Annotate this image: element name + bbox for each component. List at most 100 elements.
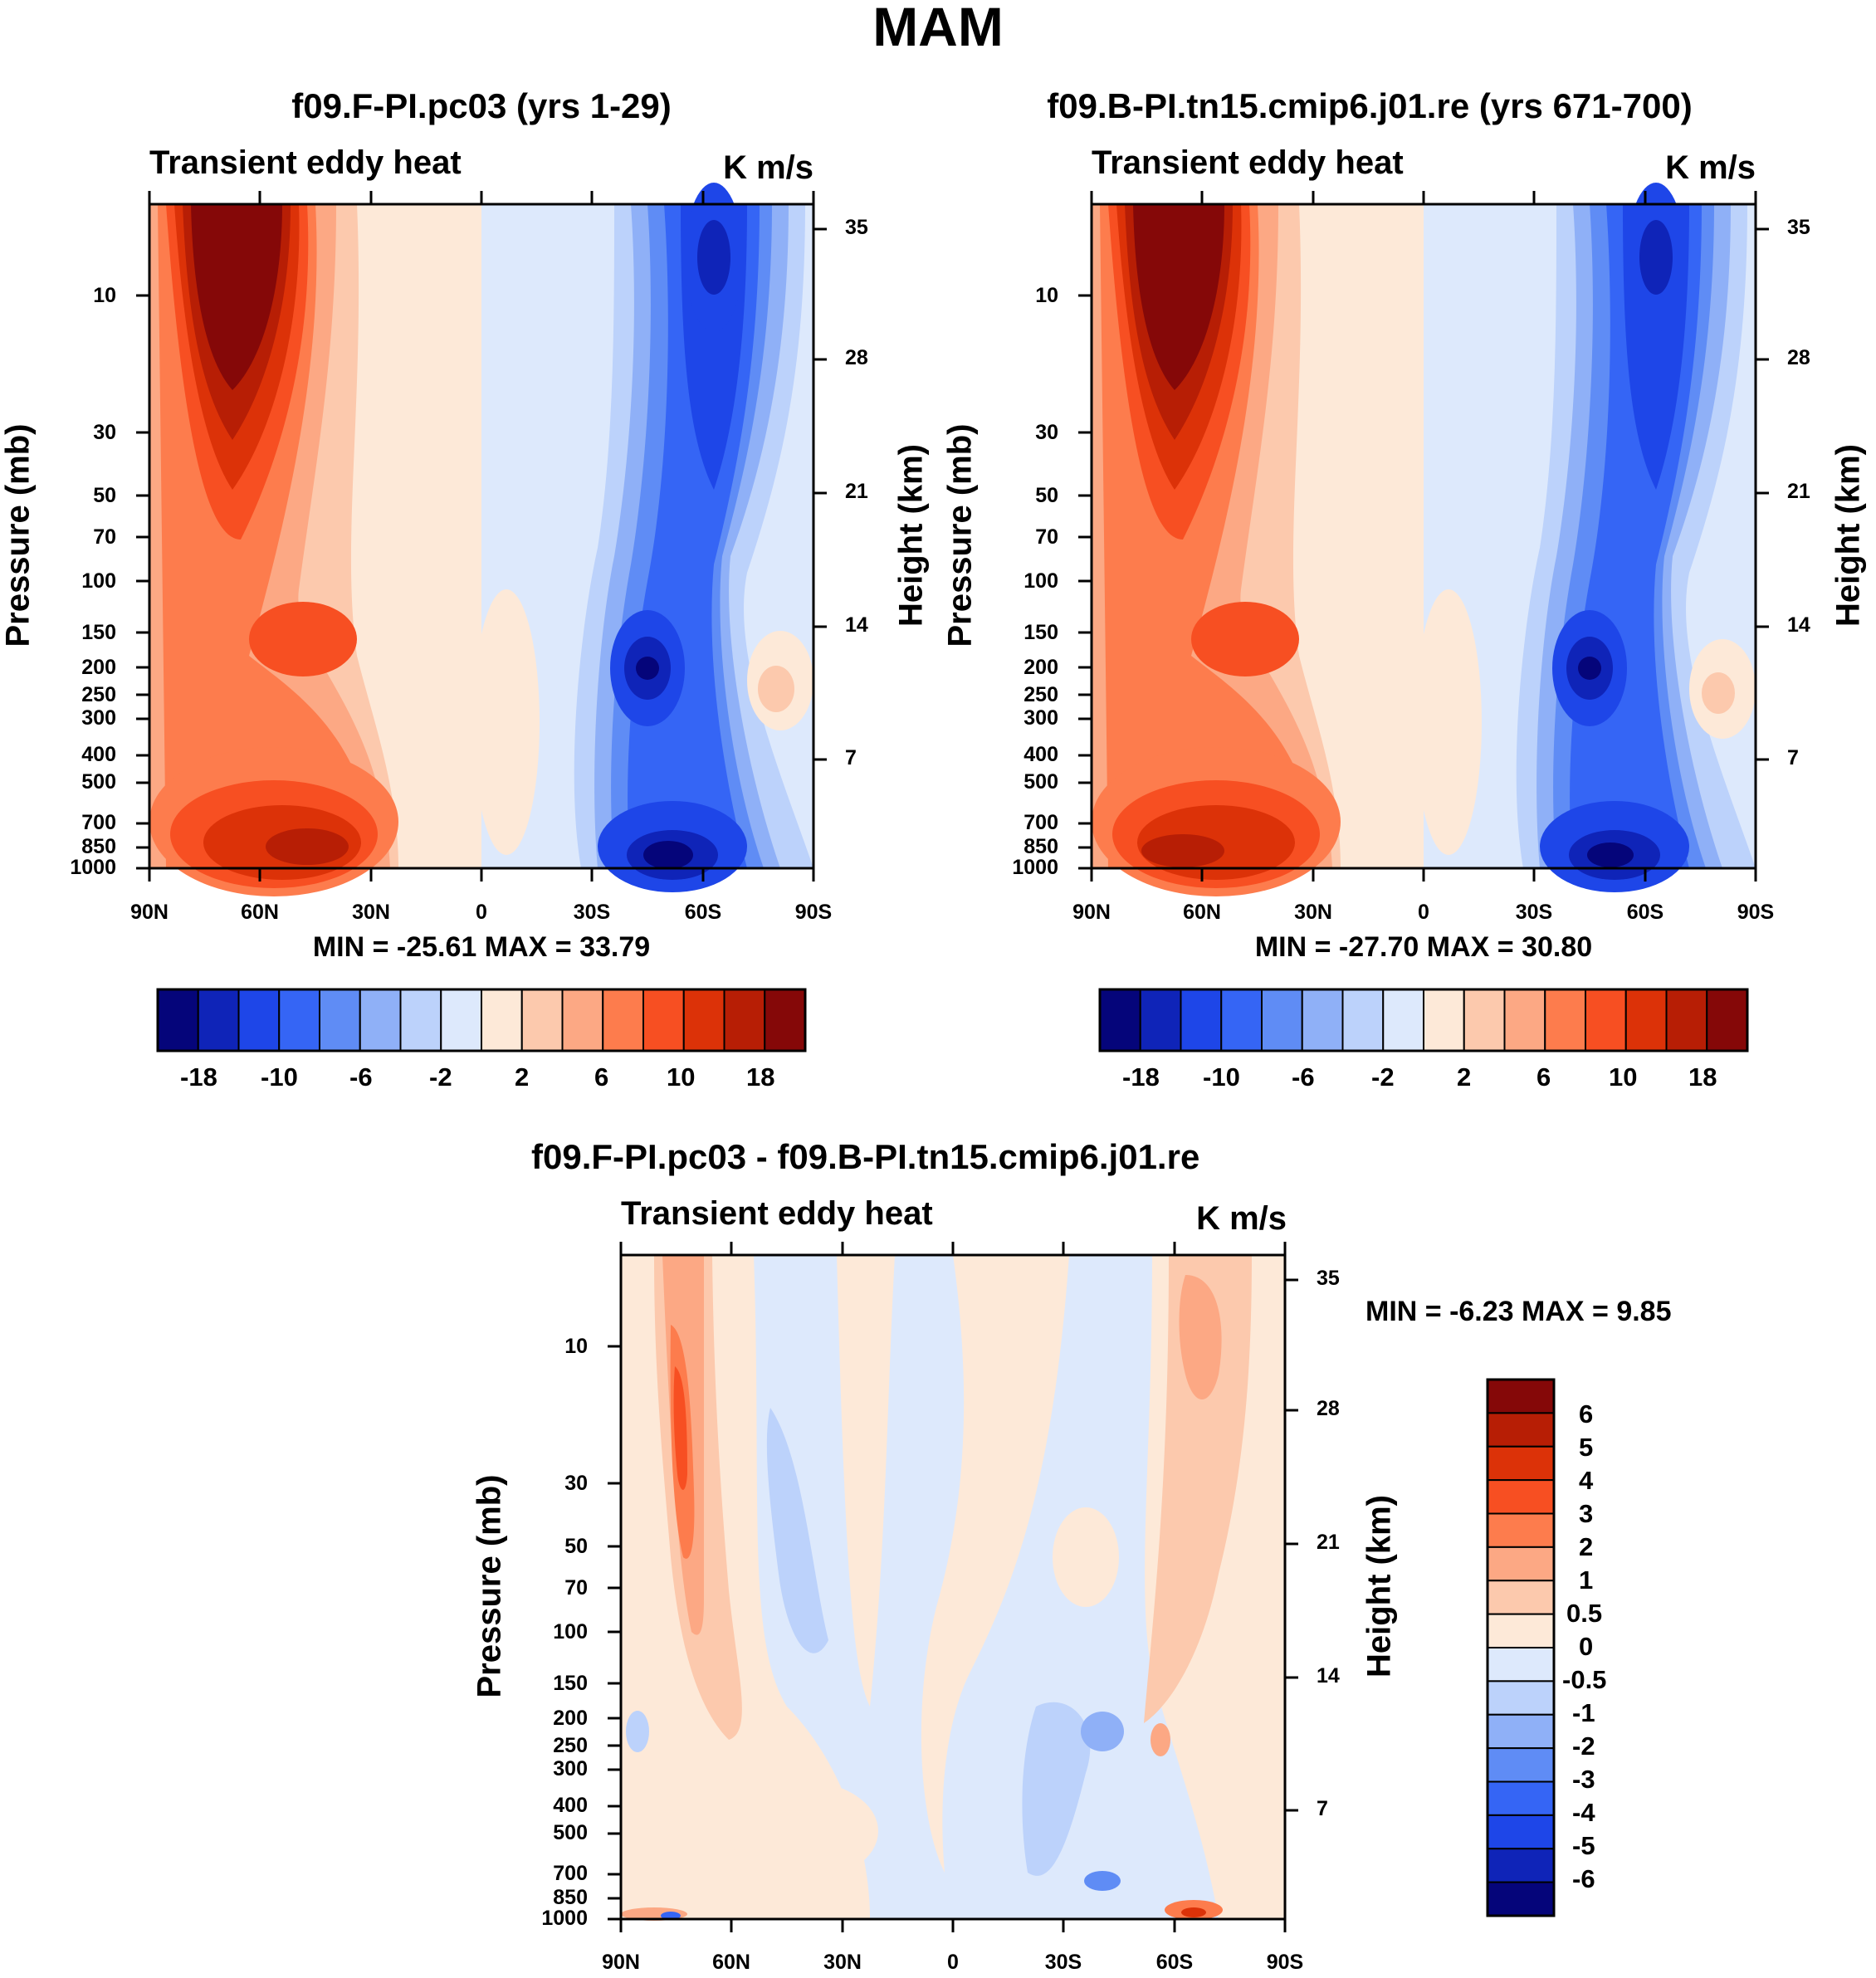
ytick-left: 70 — [564, 1576, 588, 1599]
ytick-left: 850 — [81, 835, 116, 858]
ytick-left: 250 — [81, 683, 116, 706]
colorbar-tick: -0.5 — [1562, 1665, 1607, 1694]
ytick-left: 850 — [553, 1886, 588, 1909]
ytick-left: 700 — [81, 811, 116, 834]
colorbar-tick: 1 — [1579, 1565, 1594, 1595]
colorbar-tick: 0.5 — [1566, 1599, 1603, 1628]
colorbar-tick: -1 — [1572, 1698, 1595, 1727]
ytick-left: 10 — [93, 284, 116, 307]
colorbar-swatch — [1139, 989, 1182, 1052]
figure-title: MAM — [872, 0, 1004, 57]
ytick-left: 70 — [93, 525, 116, 549]
colorbar-swatch — [1487, 1479, 1555, 1515]
colorbar-tick: 3 — [1579, 1499, 1594, 1528]
colorbar-tick: -6 — [349, 1062, 373, 1092]
ytick-left: 1000 — [1012, 856, 1058, 879]
xtick: 30N — [823, 1951, 862, 1974]
ytick-left: 30 — [93, 421, 116, 444]
ytick-left: 30 — [564, 1472, 588, 1495]
xtick: 0 — [947, 1951, 959, 1974]
colorbar-tick: 6 — [594, 1062, 609, 1092]
colorbar-swatch — [1487, 1580, 1555, 1615]
ytick-right: 35 — [845, 216, 868, 239]
subtitle-bottom: Transient eddy heat — [621, 1195, 933, 1232]
colorbar-tick: 18 — [1688, 1062, 1717, 1092]
ytick-right: 14 — [1317, 1664, 1340, 1687]
ytick-left: 500 — [81, 770, 116, 794]
colorbar-tick: -18 — [180, 1062, 217, 1092]
colorbar-swatch — [723, 989, 766, 1052]
ytick-left: 30 — [1035, 421, 1058, 444]
ytick-left: 150 — [553, 1672, 588, 1695]
colorbar-right — [1098, 988, 1749, 1052]
colorbar-tick: 0 — [1579, 1632, 1594, 1661]
ytick-right: 14 — [1787, 613, 1810, 637]
colorbar-tick: -2 — [1572, 1731, 1595, 1761]
ytick-left: 400 — [81, 743, 116, 766]
ytick-left: 500 — [553, 1821, 588, 1844]
ytick-right: 28 — [845, 346, 868, 369]
ytick-left: 100 — [81, 569, 116, 593]
colorbar-tick: 2 — [1579, 1532, 1594, 1561]
ylabel-left: Pressure (mb) — [941, 423, 979, 647]
ytick-right: 28 — [1787, 346, 1810, 369]
plot-top-right — [1078, 183, 1769, 896]
ytick-left: 700 — [553, 1862, 588, 1885]
colorbar-swatch — [1099, 989, 1141, 1052]
ytick-left: 10 — [564, 1335, 588, 1358]
ytick-left: 700 — [1023, 811, 1058, 834]
plot-top-left — [136, 183, 827, 896]
xtick: 90N — [130, 901, 169, 924]
ytick-right: 14 — [845, 613, 868, 637]
colorbar-swatch — [481, 989, 523, 1052]
colorbar-tick: -18 — [1122, 1062, 1160, 1092]
subtitle-left: Transient eddy heat — [149, 144, 462, 181]
ylabel-left: Pressure (mb) — [0, 423, 37, 647]
colorbar-swatch — [237, 989, 281, 1052]
colorbar-swatch — [602, 989, 644, 1052]
colorbar-swatch — [1261, 989, 1303, 1052]
units-left: K m/s — [723, 149, 813, 186]
colorbar-swatch — [1382, 989, 1424, 1052]
colorbar-swatch — [1487, 1445, 1555, 1482]
ytick-left: 150 — [81, 621, 116, 644]
colorbar-tick: 2 — [1457, 1062, 1472, 1092]
ytick-left: 100 — [553, 1620, 588, 1643]
ytick-left: 50 — [1035, 484, 1058, 507]
ytick-left: 400 — [553, 1794, 588, 1817]
colorbar-swatch — [1487, 1412, 1555, 1448]
ytick-left: 850 — [1023, 835, 1058, 858]
colorbar-swatch — [1487, 1613, 1555, 1648]
ylabel-right: Height (km) — [1830, 444, 1867, 627]
ytick-left: 300 — [553, 1757, 588, 1780]
minmax-right: MIN = -27.70 MAX = 30.80 — [1254, 931, 1593, 963]
xtick: 60S — [1626, 901, 1664, 924]
colorbar-swatch — [1585, 989, 1627, 1052]
xtick: 60S — [1155, 1951, 1194, 1974]
ytick-left: 200 — [81, 656, 116, 679]
colorbar-swatch — [1487, 1747, 1555, 1783]
ytick-left: 1000 — [70, 856, 116, 879]
colorbar-tick: 5 — [1579, 1433, 1594, 1462]
xtick: 90S — [794, 901, 833, 924]
colorbar-tick: 10 — [1609, 1062, 1638, 1092]
colorbar-swatch — [1301, 989, 1344, 1052]
colorbar-swatch — [157, 989, 199, 1052]
xtick: 60S — [684, 901, 722, 924]
colorbar-tick: -3 — [1572, 1765, 1595, 1794]
ytick-right: 21 — [845, 480, 868, 503]
colorbar-tick: 10 — [667, 1062, 696, 1092]
xtick: 60N — [712, 1951, 750, 1974]
colorbar-swatch — [1423, 989, 1465, 1052]
colorbar-swatch — [1487, 1647, 1555, 1683]
colorbar-swatch — [197, 989, 240, 1052]
colorbar-swatch — [1487, 1379, 1555, 1414]
ytick-left: 250 — [1023, 683, 1058, 706]
colorbar-swatch — [1487, 1713, 1555, 1750]
panel-title-bottom: f09.F-PI.pc03 - f09.B-PI.tn15.cmip6.j01.… — [531, 1137, 1200, 1176]
colorbar-tick: -2 — [429, 1062, 452, 1092]
ytick-left: 200 — [1023, 656, 1058, 679]
ytick-right: 21 — [1787, 480, 1810, 503]
colorbar-swatch — [440, 989, 482, 1052]
xtick: 90S — [1737, 901, 1775, 924]
